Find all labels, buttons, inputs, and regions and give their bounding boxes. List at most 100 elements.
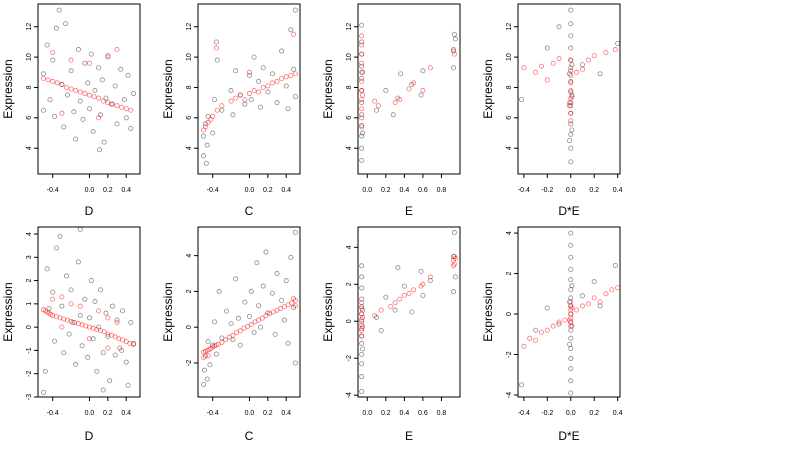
data-point	[568, 88, 574, 94]
data-point	[579, 62, 585, 68]
data-point	[359, 97, 365, 103]
data-point	[86, 92, 92, 98]
scatter-panel: -0.4 0.0 0.2 0.4 4 6 8 10 12 C Expression	[161, 3, 301, 218]
data-point	[521, 65, 527, 71]
series-fitted	[41, 294, 137, 353]
data-point	[568, 311, 574, 317]
data-point	[101, 139, 107, 145]
data-point	[359, 303, 365, 309]
data-point	[569, 127, 575, 133]
data-point	[372, 98, 378, 104]
x-tick-label: 0.2	[103, 187, 113, 194]
y-tick-label: 4	[346, 146, 353, 150]
y-tick-label: 6	[26, 116, 33, 120]
data-point	[427, 278, 433, 284]
data-point	[213, 45, 219, 51]
data-point	[82, 91, 88, 97]
data-point	[359, 78, 365, 84]
data-point	[567, 341, 573, 347]
data-point	[359, 22, 365, 28]
data-point	[533, 327, 539, 333]
data-point	[237, 342, 243, 348]
data-point	[291, 296, 297, 302]
data-point	[254, 260, 260, 266]
x-tick-label: 0.2	[263, 187, 273, 194]
x-tick-label: 0.6	[418, 410, 428, 417]
x-tick-label: 0.2	[381, 187, 391, 194]
data-point	[96, 308, 102, 314]
data-point	[219, 339, 225, 345]
data-point	[41, 107, 47, 113]
data-point	[212, 97, 218, 103]
data-point	[235, 315, 241, 321]
scatter-panel: -0.4 0.0 0.2 0.4 -3 -2 -1 0 1 2 3 4 D Expression	[1, 226, 141, 443]
y-tick-label: -2	[26, 370, 33, 376]
data-point	[519, 382, 525, 388]
data-point	[568, 72, 574, 78]
data-point	[53, 25, 59, 31]
data-point	[123, 106, 129, 112]
data-point	[246, 69, 252, 75]
data-point	[411, 287, 417, 293]
y-tick-label: 2	[26, 279, 33, 283]
y-tick-label: 12	[26, 23, 33, 31]
x-tick-label: 0.8	[437, 187, 447, 194]
data-point	[579, 293, 585, 299]
data-point	[251, 330, 257, 336]
data-point	[213, 39, 219, 45]
data-point	[397, 97, 403, 103]
data-point	[105, 54, 111, 60]
data-point	[568, 295, 574, 301]
data-point	[105, 345, 111, 351]
data-point	[568, 45, 574, 51]
data-point	[568, 356, 574, 362]
data-point	[359, 100, 365, 106]
data-point	[409, 309, 415, 315]
data-point	[59, 110, 65, 116]
data-point	[131, 342, 137, 348]
data-point	[269, 71, 275, 77]
data-point	[63, 21, 69, 27]
data-point	[50, 289, 56, 295]
data-point	[96, 115, 102, 121]
data-point	[54, 80, 60, 86]
data-point	[538, 63, 544, 69]
y-axis-label: Expression	[481, 59, 495, 118]
plot-frame	[357, 3, 461, 175]
data-point	[568, 287, 574, 293]
plot-frame	[197, 3, 301, 175]
data-point	[274, 100, 280, 106]
data-point	[406, 291, 412, 297]
data-point	[248, 97, 254, 103]
data-point	[556, 56, 562, 62]
data-point	[359, 69, 365, 75]
y-tick-label: 8	[186, 85, 193, 89]
data-point	[397, 296, 403, 302]
data-point	[279, 297, 285, 303]
data-point	[214, 57, 220, 63]
y-tick-label: 6	[346, 116, 353, 120]
data-point	[615, 40, 621, 46]
data-point	[41, 71, 47, 77]
data-point	[418, 92, 424, 98]
data-point	[242, 97, 248, 103]
data-point	[41, 389, 47, 395]
data-point	[390, 112, 396, 118]
data-point	[567, 138, 573, 144]
data-point	[260, 65, 266, 71]
data-point	[237, 92, 243, 98]
scatter-panel: -0.4 -0.2 0.0 0.2 0.4 -4 -2 0 2 4 D*E Expression	[481, 226, 623, 443]
plot-frame	[37, 3, 141, 175]
y-tick-label: 12	[506, 23, 513, 31]
data-point	[585, 301, 591, 307]
plot-frame	[197, 226, 301, 398]
data-point	[591, 295, 597, 301]
x-tick-label: 0.2	[263, 410, 273, 417]
data-point	[100, 387, 106, 393]
data-point	[374, 107, 380, 113]
data-point	[568, 33, 574, 39]
data-point	[360, 92, 366, 98]
data-point	[568, 145, 574, 151]
data-point	[61, 350, 67, 356]
data-point	[427, 65, 433, 71]
